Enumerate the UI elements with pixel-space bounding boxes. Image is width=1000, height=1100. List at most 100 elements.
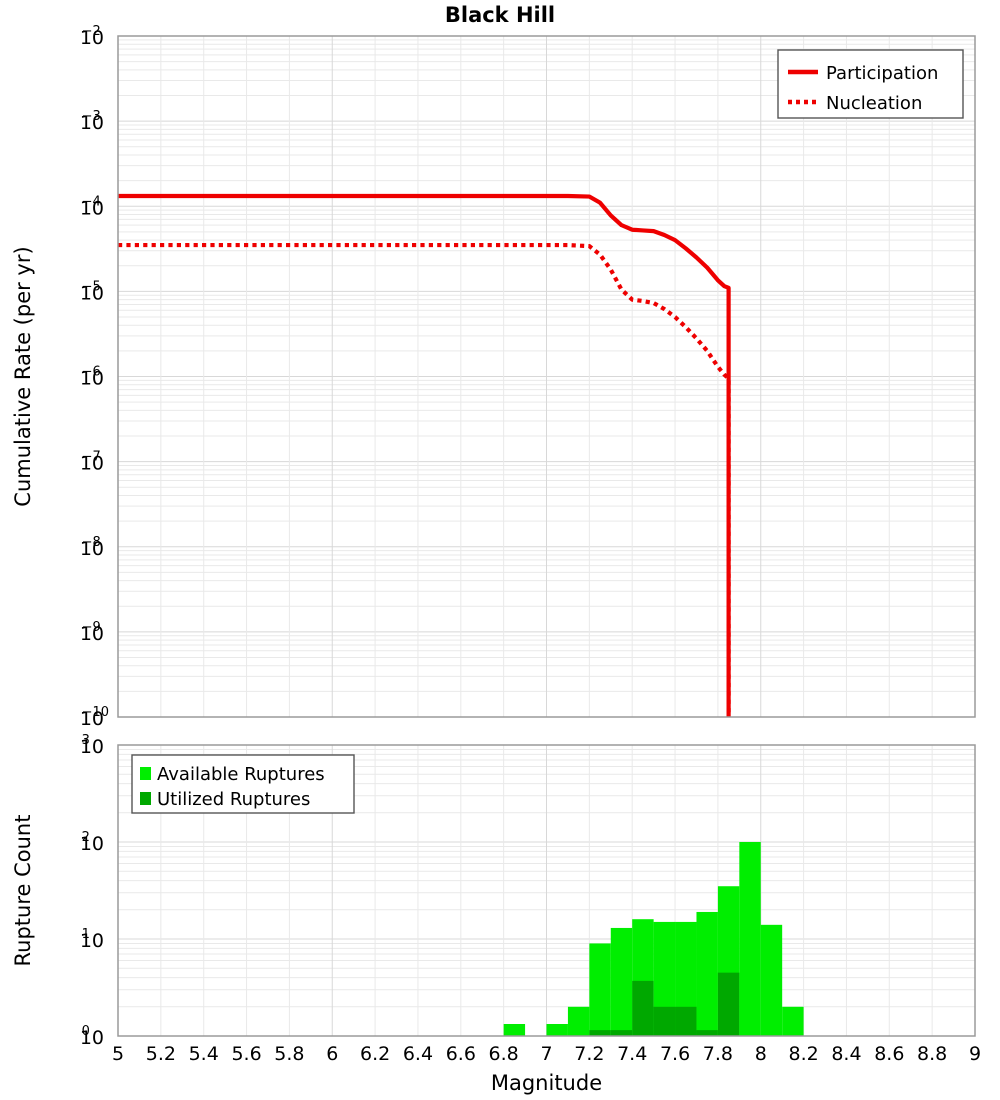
bottom-axis-label-y: Rupture Count (11, 815, 35, 967)
svg-text:−4: −4 (82, 194, 101, 209)
top-ytick-label: 10−7 (80, 450, 104, 475)
svg-text:−7: −7 (82, 450, 101, 465)
svg-text:10: 10 (80, 112, 104, 134)
svg-text:10: 10 (80, 1027, 104, 1049)
xtick-label: 6.4 (403, 1043, 433, 1065)
xtick-label: 6 (326, 1043, 338, 1065)
svg-text:1: 1 (82, 927, 90, 942)
xtick-label: 7.2 (574, 1043, 604, 1065)
xtick-label: 7.4 (617, 1043, 647, 1065)
top-legend-item-participation[interactable]: Participation (788, 63, 938, 84)
bar-utilized (717, 972, 740, 1036)
legend-swatch-square (140, 767, 151, 780)
axis-label-x: Magnitude (491, 1071, 602, 1095)
svg-text:10: 10 (80, 453, 104, 475)
xtick-label: 8.8 (917, 1043, 947, 1065)
xtick-label: 8.4 (831, 1043, 861, 1065)
svg-text:10: 10 (80, 833, 104, 855)
top-ytick-label: 10−5 (80, 279, 104, 304)
bottom-legend-label: Utilized Ruptures (157, 789, 310, 810)
svg-text:10: 10 (80, 538, 104, 560)
xtick-label: 9 (969, 1043, 981, 1065)
top-legend-item-nucleation[interactable]: Nucleation (788, 93, 922, 114)
bar-utilized (653, 1006, 676, 1036)
svg-text:10: 10 (80, 708, 104, 730)
bar-utilized (589, 1030, 611, 1036)
xtick-label: 5.6 (231, 1043, 261, 1065)
bottom-plot-frame (117, 744, 976, 1037)
top-ytick-label: 10−4 (80, 194, 104, 219)
svg-text:3: 3 (82, 733, 90, 748)
xtick-label: 8 (755, 1043, 767, 1065)
svg-text:10: 10 (80, 368, 104, 390)
top-legend-label: Participation (826, 63, 938, 84)
page-title: Black Hill (445, 3, 555, 27)
bottom-legend-item-utilized-ruptures[interactable]: Utilized Ruptures (140, 789, 310, 810)
bottom-legend-label: Available Ruptures (157, 764, 325, 785)
legend-swatch-square (140, 792, 151, 805)
svg-text:−6: −6 (82, 365, 101, 380)
top-ytick-label: 10−6 (80, 365, 104, 390)
bar-utilized (696, 1030, 718, 1036)
bottom-legend-item-available-ruptures[interactable]: Available Ruptures (140, 764, 325, 785)
xtick-label: 7.6 (660, 1043, 690, 1065)
cumulative-rate-panel: 10−210−310−410−510−610−710−810−910−10Cum… (11, 24, 976, 730)
top-ytick-label: 10−10 (80, 705, 109, 730)
xtick-label: 8.6 (874, 1043, 904, 1065)
top-axis-label-y: Cumulative Rate (per yr) (11, 246, 35, 506)
top-plot-frame (117, 35, 976, 718)
bar-available (546, 1024, 568, 1036)
bar-utilized (675, 1006, 697, 1036)
bottom-legend-box (131, 754, 355, 814)
bottom-ytick-label: 101 (80, 927, 104, 952)
bar-available (589, 943, 611, 1036)
top-legend-label: Nucleation (826, 93, 922, 114)
top-ytick-label: 10−8 (80, 535, 104, 560)
bar-available (739, 842, 761, 1036)
bar-available (782, 1006, 804, 1036)
series-line-participation (118, 193, 731, 717)
bar-available (503, 1024, 526, 1036)
top-legend[interactable]: Participation Nucleation (777, 49, 964, 119)
xtick-label: 5.8 (274, 1043, 304, 1065)
bar-utilized (610, 1030, 633, 1036)
svg-text:10: 10 (80, 623, 104, 645)
bottom-ytick-label: 103 (80, 733, 104, 758)
svg-text:10: 10 (80, 27, 104, 49)
bottom-legend[interactable]: Available Ruptures Utilized Ruptures (131, 754, 355, 814)
xtick-label: 8.2 (788, 1043, 818, 1065)
svg-text:10: 10 (80, 930, 104, 952)
svg-text:0: 0 (82, 1024, 90, 1039)
top-legend-box (777, 49, 964, 119)
svg-text:−3: −3 (82, 109, 101, 124)
xtick-label: 7 (540, 1043, 552, 1065)
bar-available (696, 911, 718, 1036)
svg-text:2: 2 (82, 830, 90, 845)
bottom-ytick-label: 100 (80, 1024, 104, 1049)
xtick-label: 6.8 (489, 1043, 519, 1065)
svg-text:−10: −10 (82, 705, 109, 720)
svg-text:−9: −9 (82, 620, 101, 635)
svg-text:10: 10 (80, 282, 104, 304)
bar-utilized (632, 980, 654, 1036)
svg-text:−2: −2 (82, 24, 101, 39)
xtick-label: 5 (112, 1043, 124, 1065)
xtick-label: 5.2 (146, 1043, 176, 1065)
xtick-label: 5.4 (189, 1043, 219, 1065)
bar-available (610, 927, 633, 1036)
bottom-ytick-label: 102 (80, 830, 104, 855)
xtick-label: 6.2 (360, 1043, 390, 1065)
svg-text:−8: −8 (82, 535, 101, 550)
svg-text:−5: −5 (82, 279, 101, 294)
xtick-label: 6.6 (446, 1043, 476, 1065)
top-ytick-label: 10−9 (80, 620, 104, 645)
top-ytick-label: 10−3 (80, 109, 104, 134)
xtick-label: 7.8 (703, 1043, 733, 1065)
svg-text:10: 10 (80, 197, 104, 219)
bar-available (760, 924, 783, 1036)
svg-text:10: 10 (80, 736, 104, 758)
top-ytick-label: 10−2 (80, 24, 104, 49)
